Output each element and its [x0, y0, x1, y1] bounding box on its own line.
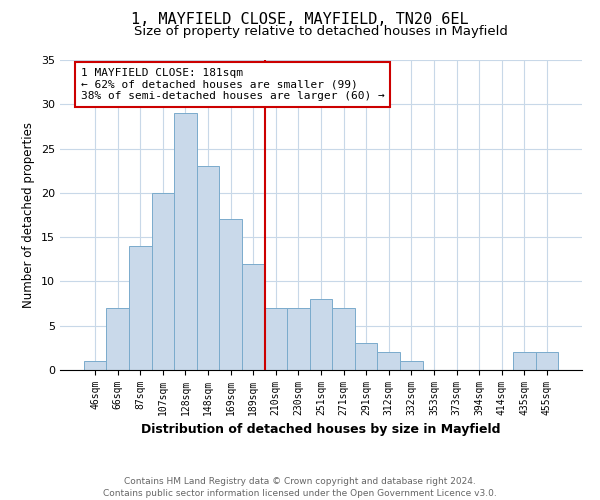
Text: 1, MAYFIELD CLOSE, MAYFIELD, TN20 6EL: 1, MAYFIELD CLOSE, MAYFIELD, TN20 6EL: [131, 12, 469, 28]
Bar: [242, 264, 265, 370]
Bar: [84, 361, 106, 370]
Text: 1 MAYFIELD CLOSE: 181sqm
← 62% of detached houses are smaller (99)
38% of semi-d: 1 MAYFIELD CLOSE: 181sqm ← 62% of detach…: [81, 68, 385, 101]
Bar: [377, 352, 400, 370]
Bar: [197, 166, 220, 370]
Bar: [513, 352, 536, 370]
Bar: [536, 352, 558, 370]
Bar: [265, 308, 287, 370]
Bar: [174, 113, 197, 370]
Bar: [152, 193, 174, 370]
Bar: [129, 246, 152, 370]
Bar: [220, 220, 242, 370]
X-axis label: Distribution of detached houses by size in Mayfield: Distribution of detached houses by size …: [141, 424, 501, 436]
Bar: [400, 361, 422, 370]
Title: Size of property relative to detached houses in Mayfield: Size of property relative to detached ho…: [134, 25, 508, 38]
Bar: [355, 344, 377, 370]
Y-axis label: Number of detached properties: Number of detached properties: [22, 122, 35, 308]
Bar: [332, 308, 355, 370]
Bar: [287, 308, 310, 370]
Bar: [310, 299, 332, 370]
Text: Contains HM Land Registry data © Crown copyright and database right 2024.
Contai: Contains HM Land Registry data © Crown c…: [103, 476, 497, 498]
Bar: [106, 308, 129, 370]
